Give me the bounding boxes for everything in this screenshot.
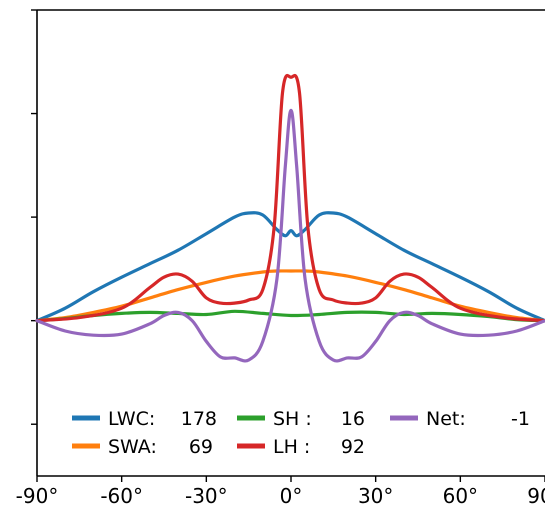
x-tick-label: 30° [358, 484, 393, 508]
x-tick-label: 60° [443, 484, 478, 508]
legend: LWC: 178 SWA: 69 SH : 16 LH : 92 Net: -1 [72, 408, 530, 458]
x-tick-label: -90° [16, 484, 59, 508]
series-line-lh [35, 74, 545, 323]
legend-value-lh: 92 [341, 436, 365, 458]
series-line-sh [35, 309, 545, 323]
legend-value-swa: 69 [189, 436, 213, 458]
x-tick-label: -60° [100, 484, 143, 508]
x-tick-label: -30° [185, 484, 228, 508]
x-tick-label: 90° [527, 484, 545, 508]
legend-label-sh: SH : [273, 408, 312, 430]
legend-value-lwc: 178 [181, 408, 217, 430]
legend-value-sh: 16 [341, 408, 365, 430]
x-tick-label: 0° [280, 484, 303, 508]
legend-label-net: Net: [426, 408, 466, 430]
series-line-net [35, 108, 545, 363]
series-lines [35, 74, 545, 363]
series-line-lwc [35, 211, 545, 323]
legend-label-swa: SWA: [108, 436, 157, 458]
legend-label-lh: LH : [273, 436, 310, 458]
axes: -90° -60° -30° 0° 30° 60° 90° [16, 9, 545, 508]
legend-label-lwc: LWC: [108, 408, 155, 430]
legend-value-net: -1 [511, 408, 530, 430]
